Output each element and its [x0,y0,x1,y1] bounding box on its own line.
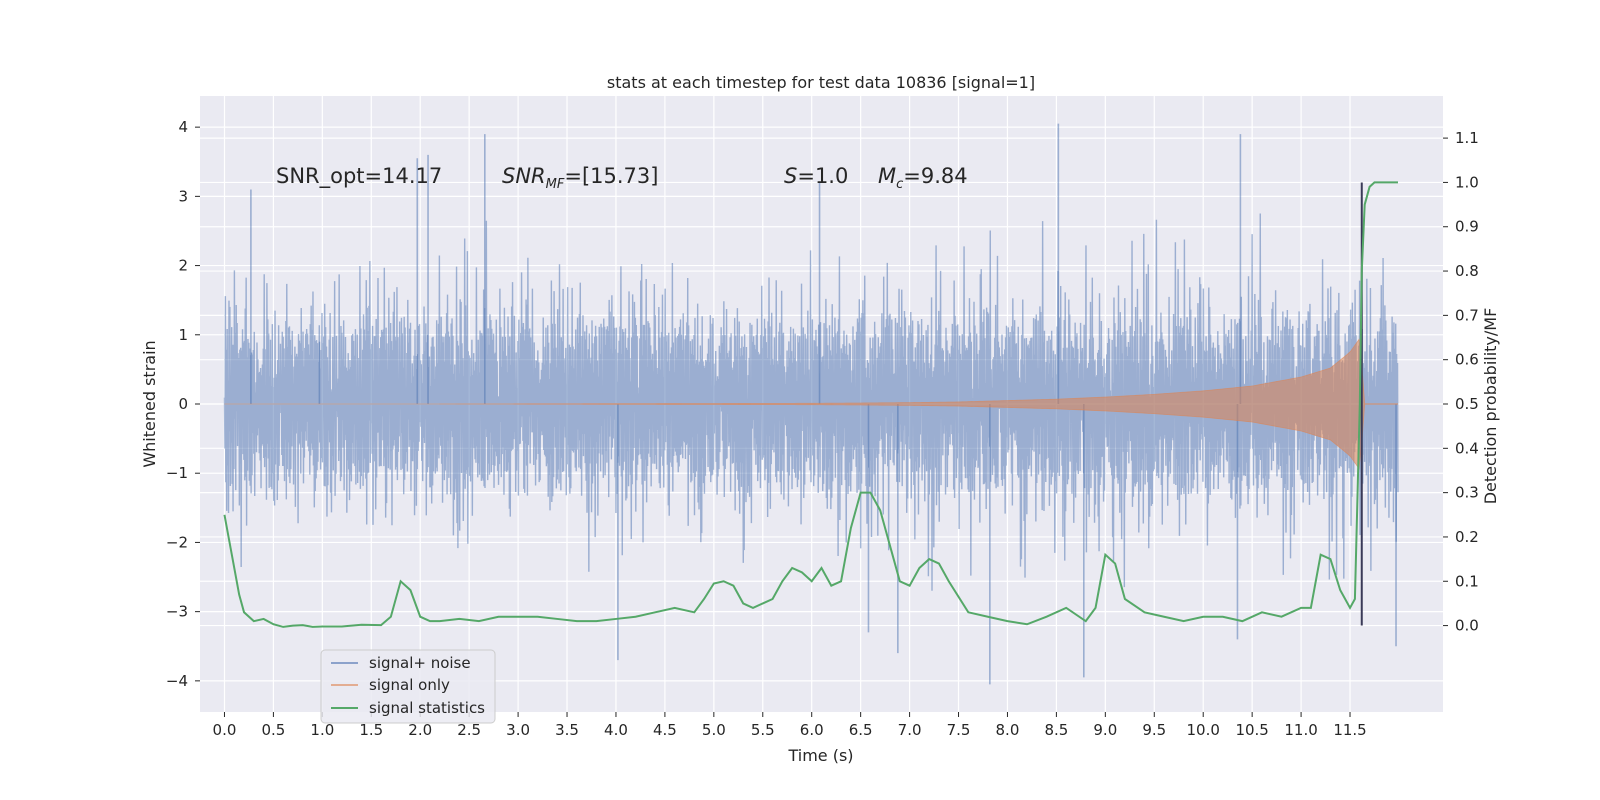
legend-label-signal-statistics: signal statistics [369,699,485,717]
y2-tick-label-10: 1.0 [1455,173,1479,191]
legend-label-signal-only: signal only [369,676,450,694]
x-tick-label-20: 10.0 [1187,721,1220,739]
series-layer [223,123,1399,685]
chart-title: stats at each timestep for test data 108… [607,73,1035,92]
legend: signal+ noise signal only signal statist… [320,649,496,724]
y-tick-label-2: −2 [166,533,188,551]
x-tick-label-19: 9.5 [1142,721,1166,739]
annotation-mc-sub: c [896,177,903,192]
y2-tick-label-4: 0.4 [1455,439,1479,457]
series-signal-noise-trace [223,213,1399,591]
x-tick-label-6: 3.0 [506,721,530,739]
x-tick-label-21: 10.5 [1235,721,1268,739]
x-tick-label-3: 1.5 [359,721,383,739]
y2-tick-label-0: 0.0 [1455,617,1479,635]
x-axis-ticks: 0.0 0.5 1.0 1.5 2.0 2.5 3.0 3.5 4.0 4.5 5.0 5.5 6.0 6… [213,712,1367,739]
x-tick-label-9: 4.5 [653,721,677,739]
x-tick-label-16: 8.0 [996,721,1020,739]
y2-axis-ticks: 0.0 0.1 0.2 0.3 0.4 0.5 0.6 0.7 0.8 0.9 1.0 1.1 [1443,129,1479,635]
x-tick-label-23: 11.5 [1333,721,1366,739]
x-tick-label-0: 0.0 [213,721,237,739]
x-tick-label-15: 7.5 [947,721,971,739]
y2-tick-label-7: 0.7 [1455,306,1479,324]
y-tick-label-0: −4 [166,672,188,690]
y-tick-label-6: 2 [178,257,188,275]
y2-tick-label-2: 0.2 [1455,528,1479,546]
y-tick-label-3: −1 [166,464,188,482]
x-tick-label-8: 4.0 [604,721,628,739]
y2-tick-label-11: 1.1 [1455,129,1479,147]
y2-tick-label-3: 0.3 [1455,484,1479,502]
annotation-mc-symbol: M [878,164,896,188]
y-tick-label-4: 0 [178,395,188,413]
annotation-snr-mf-value: =[15.73] [564,164,658,188]
annotation-s: S=1.0 [784,164,848,188]
x-tick-label-13: 6.5 [849,721,873,739]
y2-tick-label-6: 0.6 [1455,351,1479,369]
x-tick-label-10: 5.0 [702,721,726,739]
x-tick-label-7: 3.5 [555,721,579,739]
x-tick-label-14: 7.0 [898,721,922,739]
x-tick-label-12: 6.0 [800,721,824,739]
y-axis-label: Whitened strain [140,340,159,467]
series-signal-only-band [224,338,1366,470]
y-tick-label-1: −3 [166,603,188,621]
annotations: SNR_opt=14.17 SNRMF=[15.73] S=1.0 Mc=9.8… [276,164,968,192]
y-tick-label-5: 1 [178,326,188,344]
series-signal-statistics-line [223,181,1398,628]
y2-tick-label-9: 0.9 [1455,218,1479,236]
annotation-snr-mf-sub: MF [546,177,565,192]
annotation-s-symbol: S [784,164,797,188]
y-tick-label-7: 3 [178,187,188,205]
y2-axis-label: Detection probability/MF [1481,308,1500,505]
x-tick-label-1: 0.5 [261,721,285,739]
annotation-snr-opt: SNR_opt=14.17 [276,164,442,189]
annotation-snr-mf: SNRMF=[15.73] [502,164,658,192]
y2-tick-label-5: 0.5 [1455,395,1479,413]
y-tick-label-8: 4 [178,118,188,136]
annotation-mc-value: =9.84 [903,164,967,188]
x-tick-label-2: 1.0 [310,721,334,739]
y2-tick-label-1: 0.1 [1455,572,1479,590]
x-tick-label-4: 2.0 [408,721,432,739]
annotation-s-value: =1.0 [797,164,848,188]
y2-tick-label-8: 0.8 [1455,262,1479,280]
annotation-mc: Mc=9.84 [878,164,968,192]
x-axis-label: Time (s) [787,746,853,765]
annotation-snr-mf-main: SNR [502,164,546,188]
x-tick-label-18: 9.0 [1093,721,1117,739]
x-tick-label-5: 2.5 [457,721,481,739]
x-tick-label-22: 11.0 [1284,721,1317,739]
legend-label-signal-noise: signal+ noise [369,654,471,672]
x-tick-label-11: 5.5 [751,721,775,739]
legend-box [320,649,496,724]
y-axis-ticks: −4 −3 −2 −1 0 1 2 3 4 [166,118,200,690]
x-tick-label-17: 8.5 [1044,721,1068,739]
